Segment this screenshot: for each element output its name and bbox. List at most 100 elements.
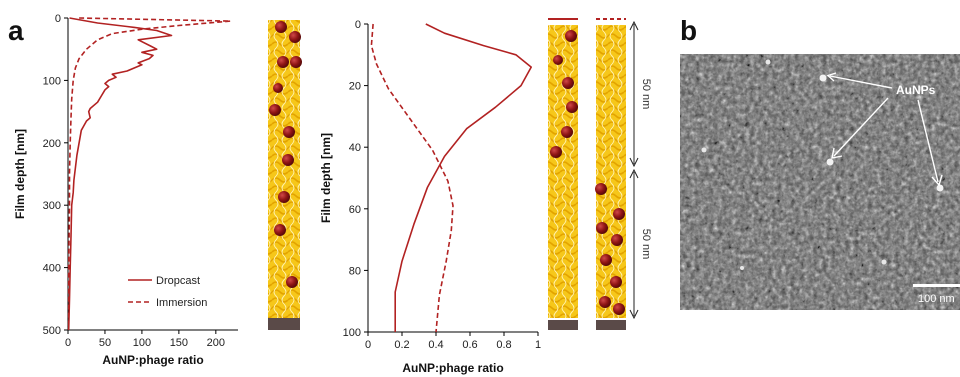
gold-nanoparticle: [286, 276, 298, 288]
chart2-series-solid-line: [394, 23, 533, 332]
chart1-y-tick-label: 0: [55, 13, 61, 25]
chart2-x-tick-label: 0.6: [462, 339, 477, 351]
chart1-y-tick-label: 500: [43, 325, 61, 337]
chart2-series-dashed-line: [370, 23, 454, 333]
chart2-x-axis-title: AuNP:phage ratio: [402, 361, 503, 375]
film-column-2: [548, 25, 578, 318]
chart2-series: [370, 23, 533, 333]
sem-particle: [819, 74, 827, 82]
chart1-y-tick-label: 100: [43, 75, 61, 87]
sem-aunp-label: AuNPs: [896, 83, 936, 97]
sem-particle: [826, 158, 834, 166]
gold-nanoparticle: [277, 56, 289, 68]
sem-particle: [701, 147, 707, 153]
chart2-x-tick-label: 1: [535, 339, 541, 351]
gold-nanoparticle: [278, 191, 290, 203]
chart2-x-ticks: 0 0.2 0.4 0.6 0.8 1: [365, 332, 541, 351]
gold-nanoparticle: [600, 254, 612, 266]
chart1-y-ticks: 0 100 200 300 400 500: [43, 13, 68, 337]
gold-nanoparticle: [595, 183, 607, 195]
gold-nanoparticle: [289, 31, 301, 43]
gold-nanoparticle: [565, 30, 577, 42]
sem-scale-bar: [913, 284, 960, 287]
substrate-2: [548, 320, 578, 330]
legend-dropcast-label: Dropcast: [156, 275, 200, 287]
chart1-x-tick-label: 200: [207, 337, 225, 349]
chart-2: 0 0.2 0.4 0.6 0.8 1 0 20 40 60 80 100 AuNP:phage r…: [319, 19, 541, 375]
chart2-y-tick-label: 80: [349, 265, 361, 277]
sem-texture: [680, 54, 960, 310]
depth-bracket-top: 50 nm: [629, 20, 652, 168]
sem-bright-particles: [701, 59, 944, 270]
chart1-x-axis-title: AuNP:phage ratio: [102, 353, 203, 367]
film-schematic-2: [548, 18, 578, 330]
chart2-x-tick-label: 0.8: [496, 339, 511, 351]
film-column-1: [268, 20, 300, 318]
gold-nanoparticle: [613, 303, 625, 315]
depth-bracket-bottom: 50 nm: [629, 168, 652, 320]
particles-1: [269, 21, 302, 288]
gold-nanoparticle: [550, 146, 562, 158]
sem-arrows: [826, 72, 943, 187]
sem-particle: [881, 259, 887, 265]
chart1-x-tick-label: 50: [99, 337, 111, 349]
gold-nanoparticle: [269, 104, 281, 116]
bracket-label-top: 50 nm: [640, 79, 652, 110]
chart1-series: [67, 17, 232, 331]
gold-nanoparticle: [613, 208, 625, 220]
sem-image: AuNPs 100 nm: [680, 54, 960, 310]
chart2-y-axis-title: Film depth [nm]: [319, 133, 333, 223]
chart1-x-tick-label: 100: [133, 337, 151, 349]
bracket-label-bottom: 50 nm: [640, 229, 652, 260]
gold-nanoparticle: [562, 77, 574, 89]
gold-nanoparticle: [596, 222, 608, 234]
gold-nanoparticle: [611, 234, 623, 246]
gold-nanoparticle: [282, 154, 294, 166]
gold-nanoparticle: [561, 126, 573, 138]
particles-3: [595, 183, 625, 315]
chart1-x-ticks: 0 50 100 150 200: [65, 330, 225, 349]
chart1-y-axis-title: Film depth [nm]: [13, 129, 27, 219]
chart2-y-ticks: 0 20 40 60 80 100: [343, 19, 368, 339]
chart1-x-tick-label: 0: [65, 337, 71, 349]
chart1-series-solid-line: [67, 17, 173, 331]
film-schematic-1: [268, 20, 302, 330]
chart2-y-tick-label: 60: [349, 204, 361, 216]
gold-nanoparticle: [275, 21, 287, 33]
substrate-3: [596, 320, 626, 330]
substrate-1: [268, 318, 300, 330]
chart1-x-tick-label: 150: [170, 337, 188, 349]
legend-immersion-label: Immersion: [156, 297, 207, 309]
chart1-y-tick-label: 200: [43, 138, 61, 150]
sem-particle: [936, 184, 944, 192]
gold-nanoparticle: [610, 276, 622, 288]
gold-nanoparticle: [290, 56, 302, 68]
panel-a-letter: a: [8, 15, 24, 46]
chart2-x-tick-label: 0.4: [428, 339, 443, 351]
chart-1: 0 50 100 150 200 0 100 200 300 400 500 AuNP:phage…: [13, 13, 238, 367]
film-column-3: [596, 25, 626, 318]
chart2-x-tick-label: 0.2: [394, 339, 409, 351]
gold-nanoparticle: [553, 55, 563, 65]
sem-scale-label: 100 nm: [918, 293, 955, 305]
chart1-series-dashed-line: [67, 17, 232, 330]
gold-nanoparticle: [566, 101, 578, 113]
chart1-y-tick-label: 300: [43, 200, 61, 212]
film-schematic-3: [595, 18, 626, 330]
chart2-y-tick-label: 20: [349, 81, 361, 93]
chart2-y-tick-label: 100: [343, 327, 361, 339]
chart1-legend: Dropcast Immersion: [128, 275, 207, 309]
chart2-y-tick-label: 0: [355, 19, 361, 31]
gold-nanoparticle: [273, 83, 283, 93]
particles-2: [550, 30, 578, 158]
gold-nanoparticle: [274, 224, 286, 236]
gold-nanoparticle: [283, 126, 295, 138]
sem-particle: [740, 266, 744, 270]
chart2-x-tick-label: 0: [365, 339, 371, 351]
chart1-y-tick-label: 400: [43, 263, 61, 275]
panel-b-letter: b: [680, 15, 697, 46]
sem-particle: [765, 59, 771, 65]
chart2-y-tick-label: 40: [349, 142, 361, 154]
gold-nanoparticle: [599, 296, 611, 308]
